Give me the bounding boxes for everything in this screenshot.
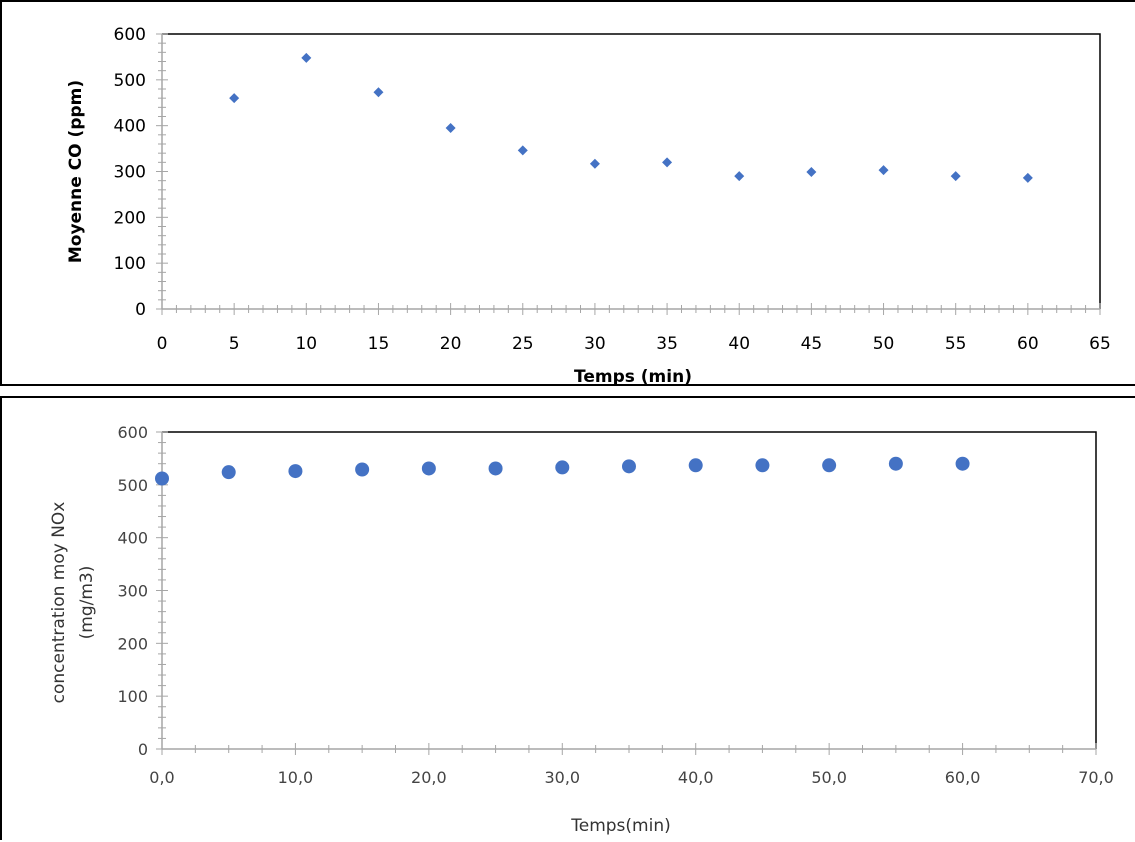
data-point bbox=[488, 461, 503, 476]
data-point bbox=[221, 465, 236, 480]
data-point bbox=[373, 87, 384, 98]
x-tick-label: 40 bbox=[728, 334, 750, 354]
x-tick-label: 10 bbox=[295, 334, 317, 354]
data-point bbox=[1022, 172, 1033, 183]
co-scatter-chart: 0 5 10 15 20 25 30 35 40 45 50 55 60 65 0 100 200 300 400 5… bbox=[66, 25, 1111, 387]
co-chart-panel: 0 5 10 15 20 25 30 35 40 45 50 55 60 65 0 100 200 300 400 5… bbox=[0, 0, 1135, 387]
data-point bbox=[229, 93, 240, 104]
data-point bbox=[806, 166, 817, 177]
x-tick-label: 70,0 bbox=[1078, 768, 1114, 787]
y-axis-title: Moyenne CO (ppm) bbox=[66, 80, 86, 263]
y-tick-label: 400 bbox=[114, 117, 146, 137]
y-tick-label: 600 bbox=[117, 423, 148, 442]
y-tick-label: 200 bbox=[117, 634, 148, 653]
nox-chart-panel: 0,0 10,0 20,0 30,0 40,0 50,0 60,0 70,0 0 100 200 30… bbox=[0, 396, 1135, 840]
data-point bbox=[445, 122, 456, 133]
y-tick-label: 600 bbox=[114, 25, 146, 45]
x-tick-label: 20,0 bbox=[411, 768, 447, 787]
x-tick-label: 45 bbox=[801, 334, 823, 354]
x-tick-label: 65 bbox=[1089, 334, 1111, 354]
x-tick-label: 55 bbox=[945, 334, 967, 354]
data-point bbox=[878, 165, 889, 176]
x-tick-label: 60 bbox=[1017, 334, 1039, 354]
plot-frame bbox=[162, 33, 1101, 309]
data-point bbox=[355, 462, 370, 477]
y-tick-label: 200 bbox=[114, 208, 146, 228]
y-axis-title-line2: (mg/m3) bbox=[77, 566, 97, 640]
x-tick-label: 5 bbox=[229, 334, 240, 354]
y-axis-title-line1: concentration moy NOx bbox=[49, 502, 69, 704]
y-tick-label: 500 bbox=[114, 71, 146, 91]
data-point bbox=[622, 459, 636, 474]
y-tick-label: 300 bbox=[114, 163, 146, 183]
y-tick-label: 400 bbox=[117, 529, 148, 548]
y-tick-label: 100 bbox=[117, 687, 148, 706]
x-tick-label: 50,0 bbox=[811, 768, 847, 787]
x-axis-title: Temps (min) bbox=[574, 367, 692, 387]
data-point bbox=[589, 158, 600, 169]
y-tick-label: 0 bbox=[135, 300, 146, 320]
data-point bbox=[822, 458, 837, 473]
x-tick-label: 40,0 bbox=[678, 768, 714, 787]
x-tick-label: 20 bbox=[440, 334, 462, 354]
x-tick-label: 15 bbox=[368, 334, 390, 354]
data-point bbox=[301, 52, 312, 63]
data-point bbox=[755, 458, 770, 473]
x-tick-label: 30 bbox=[584, 334, 606, 354]
x-axis-title: Temps(min) bbox=[570, 816, 671, 836]
y-tick-label: 0 bbox=[138, 740, 148, 759]
x-tick-label: 35 bbox=[656, 334, 678, 354]
x-tick-label: 30,0 bbox=[544, 768, 580, 787]
data-point bbox=[555, 460, 570, 475]
x-tick-label: 60,0 bbox=[945, 768, 981, 787]
data-point bbox=[888, 456, 903, 471]
data-point bbox=[288, 464, 303, 479]
nox-scatter-chart: 0,0 10,0 20,0 30,0 40,0 50,0 60,0 70,0 0 100 200 30… bbox=[49, 423, 1114, 836]
data-point bbox=[955, 456, 970, 471]
data-point bbox=[155, 471, 169, 486]
data-point bbox=[950, 171, 961, 182]
data-point bbox=[688, 458, 703, 473]
data-point bbox=[517, 145, 528, 156]
data-point bbox=[421, 461, 436, 476]
x-tick-label: 10,0 bbox=[278, 768, 314, 787]
plot-frame bbox=[162, 431, 1097, 749]
y-tick-label: 500 bbox=[117, 476, 148, 495]
y-tick-label: 100 bbox=[114, 254, 146, 274]
x-tick-label: 25 bbox=[512, 334, 534, 354]
y-tick-label: 300 bbox=[117, 582, 148, 601]
x-tick-label: 0 bbox=[157, 334, 168, 354]
x-tick-label: 50 bbox=[873, 334, 895, 354]
data-point bbox=[734, 171, 745, 182]
x-tick-label: 0,0 bbox=[149, 768, 174, 787]
data-point bbox=[662, 157, 673, 168]
